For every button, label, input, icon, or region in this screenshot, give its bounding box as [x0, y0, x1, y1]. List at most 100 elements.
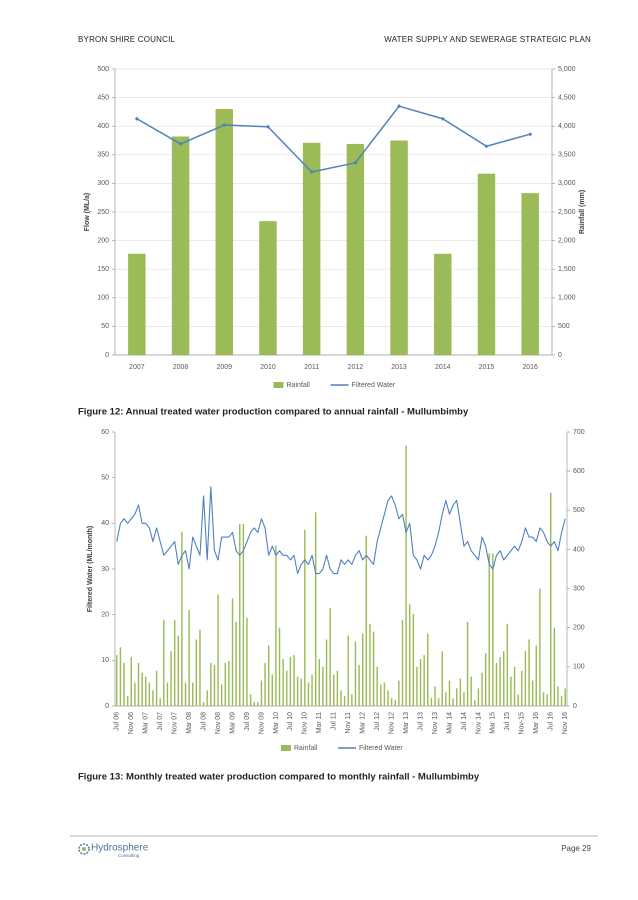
- x-tick-label: Mar 12: [360, 712, 367, 734]
- x-tick-label: 2012: [348, 364, 364, 371]
- bar: [557, 686, 559, 706]
- x-tick-label: Nov 06: [128, 712, 135, 734]
- y-tick-label: 400: [97, 123, 109, 130]
- bar: [166, 682, 169, 706]
- y2-tick-label: 3,000: [558, 180, 576, 187]
- chart: 01020304050600100200300400500600700Filte…: [78, 429, 585, 783]
- x-tick-label: 2009: [216, 364, 232, 371]
- bar: [137, 662, 140, 706]
- line-marker: [134, 116, 139, 121]
- bar: [474, 700, 476, 706]
- bar: [419, 659, 422, 706]
- x-tick-label: Mar 14: [446, 712, 453, 734]
- line-marker: [222, 123, 227, 128]
- bar: [148, 682, 151, 706]
- y2-tick-label: 500: [558, 323, 570, 330]
- y-tick-label: 0: [105, 703, 109, 710]
- line: [136, 105, 531, 173]
- bar: [296, 676, 299, 706]
- bar: [163, 619, 165, 706]
- y2-tick-label: 600: [573, 468, 585, 475]
- x-tick-label: Mar 10: [273, 712, 280, 734]
- bar: [239, 523, 241, 706]
- bar: [466, 621, 469, 706]
- bar: [452, 698, 454, 706]
- x-tick-label: Nov 14: [475, 712, 482, 734]
- y-axis-title: Filtered Water (ML/month): [87, 526, 94, 612]
- bar: [423, 655, 425, 706]
- bar: [347, 635, 349, 706]
- bar: [184, 682, 187, 706]
- bar: [215, 109, 233, 355]
- bar: [210, 662, 212, 706]
- line-marker: [353, 160, 358, 165]
- bar: [513, 666, 516, 706]
- bar: [192, 682, 194, 706]
- bar: [134, 682, 136, 706]
- bar: [445, 692, 447, 706]
- bar: [199, 629, 201, 706]
- bar: [264, 662, 266, 706]
- bar: [477, 173, 496, 355]
- line-marker: [440, 116, 445, 121]
- y-tick-label: 40: [101, 520, 109, 527]
- y-tick-label: 0: [105, 352, 109, 359]
- bar: [560, 696, 563, 706]
- bar: [289, 657, 292, 706]
- x-tick-label: Nov 09: [258, 712, 265, 734]
- bar: [502, 651, 505, 706]
- bar: [394, 700, 396, 706]
- y2-tick-label: 400: [573, 546, 585, 553]
- x-tick-label: Mar 08: [186, 712, 193, 734]
- y-tick-label: 20: [101, 612, 109, 619]
- bar: [181, 531, 183, 706]
- bar: [390, 698, 393, 706]
- bar: [177, 635, 180, 706]
- y2-tick-label: 0: [558, 352, 562, 359]
- bar: [390, 140, 408, 355]
- bar: [119, 647, 122, 706]
- y2-axis-title: Rainfall (mm): [579, 190, 586, 234]
- y-tick-label: 50: [101, 323, 109, 330]
- x-tick-label: Mar 13: [403, 712, 410, 734]
- legend-swatch: [273, 382, 284, 388]
- y2-tick-label: 500: [573, 507, 585, 514]
- bar: [463, 692, 465, 706]
- bar: [128, 253, 146, 355]
- bar: [517, 694, 519, 706]
- y2-tick-label: 4,500: [558, 94, 576, 101]
- bar: [155, 670, 158, 706]
- y2-tick-label: 1,500: [558, 266, 576, 273]
- bar: [346, 143, 365, 355]
- bar: [484, 653, 487, 706]
- bar: [286, 670, 288, 706]
- y-tick-label: 50: [101, 475, 109, 482]
- bar: [145, 676, 147, 706]
- y-tick-label: 200: [97, 237, 109, 244]
- bar: [365, 535, 368, 706]
- bar: [539, 588, 541, 706]
- bar: [224, 662, 227, 706]
- bar: [430, 698, 433, 706]
- bar: [329, 608, 331, 706]
- bar: [521, 670, 523, 706]
- x-tick-label: 2015: [479, 364, 495, 371]
- y2-tick-label: 100: [573, 664, 585, 671]
- chart: 0 50 100 150 200 250 300 350 400 450 500 0 500 1,000 1…: [78, 66, 586, 418]
- y2-tick-label: 2,500: [558, 209, 576, 216]
- bar: [408, 604, 411, 706]
- header-left: BYRON SHIRE COUNCIL: [78, 35, 175, 44]
- bar: [459, 678, 462, 706]
- bar: [126, 696, 129, 706]
- x-tick-label: Jul 14: [461, 712, 468, 731]
- legend-swatch: [281, 745, 291, 751]
- bar: [195, 639, 198, 706]
- bar: [152, 690, 154, 706]
- bar: [159, 698, 161, 706]
- bar: [325, 639, 328, 706]
- bar: [235, 621, 237, 706]
- bar: [311, 674, 313, 706]
- bar: [307, 682, 310, 706]
- bar: [123, 662, 125, 706]
